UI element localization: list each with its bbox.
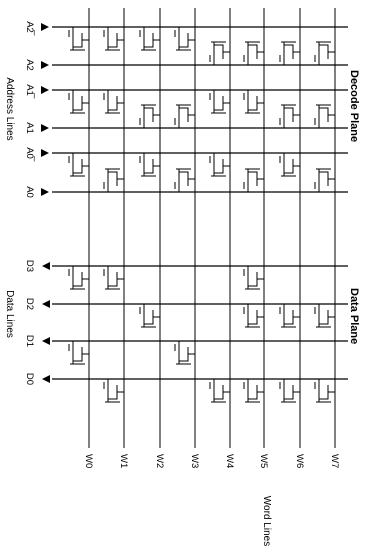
decode-cell [68,27,89,51]
arrow-right-icon [41,149,49,157]
decode-cell [103,27,124,51]
data-cell [243,379,264,403]
word-line-label: W2 [154,454,165,468]
word-line-label: W7 [329,454,340,468]
address-line-label: A0̅ [24,147,35,162]
decode-cell [209,153,230,177]
address-line-label: A0 [24,186,35,198]
wire-layer [41,8,348,448]
data-line-label: D1 [24,335,35,347]
data-line-label: D3 [24,260,35,272]
decode-cell [209,41,230,65]
decode-cell [68,90,89,114]
decode-cell [314,104,335,128]
line-label-layer: W0 W1 W2 W3 W4 W5 W6 W7 A2̅ A2 A1̅ A1 A0̅ A0 D3 D2 D1 D0 [24,21,340,468]
data-cell [314,379,335,403]
decode-plane-label: Decode Plane [348,70,360,142]
address-line-label: A2̅ [24,21,35,36]
decode-cell [279,41,300,65]
address-line-label: A1 [24,122,35,134]
decode-cell [103,168,124,192]
data-cell [68,341,89,365]
decode-cell [103,90,124,114]
cell-layer [68,27,335,403]
arrow-left-icon [42,337,50,345]
arrow-left-icon [42,262,50,270]
decode-cell [279,153,300,177]
decode-cell [243,90,264,114]
address-line-label: A1̅ [24,84,35,99]
address-line-label: A2 [24,59,35,71]
word-line-label: W6 [294,454,305,468]
decode-cell [279,104,300,128]
decode-cell [314,41,335,65]
arrow-right-icon [41,23,49,31]
arrow-right-icon [41,188,49,196]
data-cell [243,266,264,290]
decode-cell [243,41,264,65]
data-cell [209,379,230,403]
data-plane-label: Data Plane [348,288,360,344]
address-lines-label: Address Lines [4,77,15,140]
data-line-label: D2 [24,298,35,310]
arrow-right-icon [41,124,49,132]
decode-cell [174,27,195,51]
decode-cell [174,104,195,128]
arrow-right-icon [41,86,49,94]
word-line-label: W3 [189,454,200,468]
arrow-left-icon [42,300,50,308]
word-line-label: W1 [118,454,129,468]
data-line-label: D0 [24,373,35,385]
arrow-left-icon [42,375,50,383]
decode-cell [139,104,160,128]
data-cell [139,304,160,328]
data-cell [174,341,195,365]
data-cell [279,379,300,403]
decode-cell [209,90,230,114]
data-cell [243,304,264,328]
word-line-label: W0 [83,454,94,468]
word-lines-label: Word Lines [261,496,272,546]
decode-cell [243,168,264,192]
arrow-right-icon [41,61,49,69]
decode-cell [139,153,160,177]
data-cell [103,379,124,403]
decode-cell [174,168,195,192]
word-line-label: W4 [224,454,235,468]
data-cell [68,266,89,290]
data-cell [279,304,300,328]
decode-cell [68,153,89,177]
data-cell [314,304,335,328]
decode-cell [139,27,160,51]
word-line-label: W5 [258,454,269,468]
data-lines-label: Data Lines [4,290,15,338]
decode-cell [314,168,335,192]
data-cell [103,266,124,290]
